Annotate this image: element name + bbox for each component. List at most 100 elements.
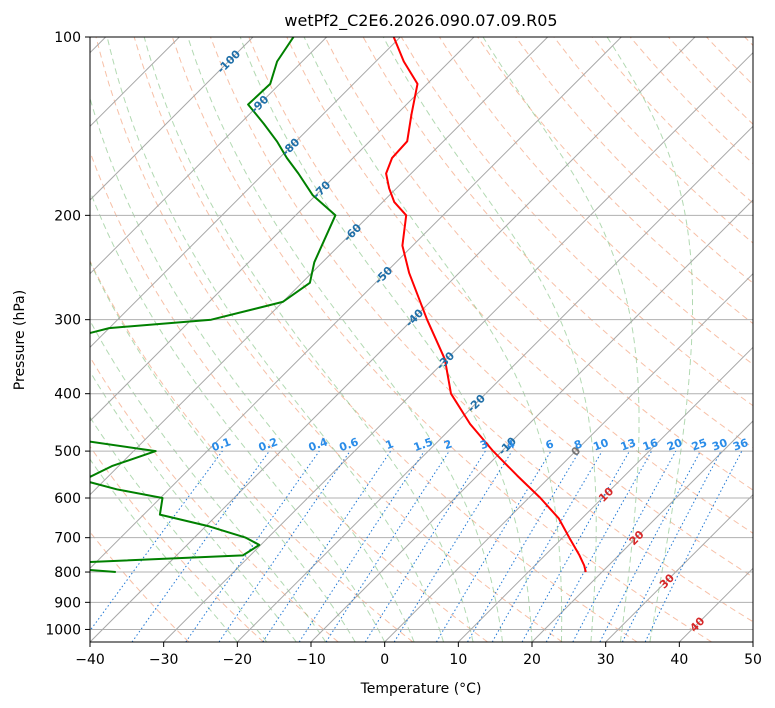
y-tick-label: 1000 [45,622,81,638]
plot-area: -100-90-80-70-60-50-40-30-20-10 010203040… [90,37,753,642]
moist-adiabats [90,37,693,642]
x-tick-label: 10 [449,652,467,668]
isotherm-line [90,37,254,201]
y-tick-label: 200 [54,208,81,224]
dry-adiabat [90,356,339,642]
mixing-ratio-label: 36 [731,436,750,454]
mixing-ratio-label: 0.1 [210,435,233,454]
moist-adiabat [482,37,640,642]
mixing-ratio-line [521,450,630,642]
y-tick-label: 700 [54,531,81,547]
isotherm-line [90,37,475,422]
mixing-ratio-label: 4 [505,437,517,452]
x-tick-label: −30 [149,652,179,668]
isotherm-line [310,199,753,642]
y-axis-ticks: 100 200 300 400 500 600 700 800 900 1000 [45,30,90,638]
dry-adiabat [248,37,753,578]
dewpoint-line [90,37,337,573]
x-tick-label: 20 [523,652,541,668]
y-tick-label: 900 [54,595,81,611]
moist-adiabat [90,370,297,642]
mixing-ratio-label: 25 [690,436,709,453]
x-tick-label: −10 [296,652,326,668]
mixing-ratio-line [262,450,392,642]
mixing-ratio-label: 3 [478,437,490,452]
dry-adiabat [95,37,563,642]
mixing-ratio-line [325,450,450,642]
moist-adiabat [90,260,356,642]
x-tick-label: 0 [380,652,389,668]
dry-adiabat [171,37,712,642]
mixing-ratio-label: 13 [619,436,638,453]
chart-title: wetPf2_C2E6.2026.090.07.09.R05 [284,11,557,31]
isotherm-line [90,37,401,349]
dry-adiabat [324,37,753,491]
moist-adiabat [606,37,693,642]
y-tick-label: 500 [54,444,81,460]
temperature-line [385,37,587,573]
mixing-ratio-label: 0.2 [257,435,280,454]
dry-adiabat [133,37,638,642]
mixing-ratio-line [644,450,743,642]
x-axis-ticks: −40 −30 −20 −10 0 10 20 30 40 50 [75,642,762,668]
mixing-ratio-label: 1.5 [412,435,435,454]
moist-adiabat [90,319,327,642]
isotherm-line [90,37,622,570]
isotherm-line [384,272,753,642]
dry-adiabat [210,37,753,623]
mixing-ratio-labels: 0.1 0.2 0.4 0.6 1 1.5 2 3 4 6 8 10 13 16 20 25 30 36 [210,435,751,454]
mixing-ratio-line [131,450,270,642]
mixing-ratio-label: 0.4 [307,435,330,454]
mixing-ratio-label: 8 [572,437,584,452]
dry-adiabat [286,37,753,534]
mixing-ratio-label: 2 [442,437,454,452]
mixing-ratio-line [393,450,513,642]
x-tick-label: 50 [744,652,762,668]
isotherm-line [163,51,753,642]
dry-adiabats [90,37,753,642]
moist-adiabat [382,37,597,642]
y-tick-label: 100 [54,30,81,46]
x-tick-label: 40 [670,652,688,668]
dry-adiabat [515,37,753,284]
mixing-ratio-label: 1 [384,437,396,452]
mixing-ratio-label: 0.6 [338,435,361,454]
pressure-gridlines [90,37,753,630]
mixing-ratio-label: 16 [641,436,660,454]
moist-adiabat [90,189,386,642]
dry-adiabat [90,259,414,642]
mixing-ratio-line [90,450,223,632]
isotherms [90,37,753,642]
mixing-ratio-line [298,450,425,642]
moist-adiabat [90,458,238,642]
y-axis-label: Pressure (hPa) [12,290,28,390]
sounding-series [90,37,587,573]
mixing-ratio-lines [90,450,743,642]
moist-adiabat [143,37,474,642]
x-axis-label: Temperature (°C) [360,681,482,697]
mixing-ratio-line [572,450,677,642]
isotherm-line [236,125,753,642]
plot-frame [89,36,754,643]
mixing-ratio-line [218,450,351,642]
isotherm-line [457,346,753,642]
y-tick-label: 600 [54,491,81,507]
x-tick-label: −20 [223,652,253,668]
y-tick-label: 800 [54,565,81,581]
mixing-ratio-label: 10 [591,436,610,454]
moist-adiabat [187,37,503,642]
moist-adiabat [239,37,533,642]
isotherm-line [605,493,753,642]
mixing-ratio-line [185,450,320,642]
y-tick-label: 300 [54,313,81,329]
x-tick-label: 30 [597,652,615,668]
mixing-ratio-line [545,450,653,642]
moist-adiabat [106,37,445,642]
dry-adiabat [90,445,264,642]
isotherm-line [90,37,328,275]
moist-adiabat [90,416,268,642]
mixing-ratio-label: 6 [544,437,556,452]
mixing-ratio-label: 20 [665,436,684,454]
isotherm-line [90,37,549,496]
